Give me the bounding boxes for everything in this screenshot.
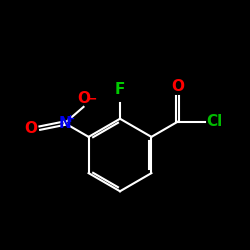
- Text: F: F: [115, 82, 125, 98]
- Text: Cl: Cl: [206, 114, 222, 130]
- Text: O: O: [24, 121, 37, 136]
- Text: N: N: [58, 116, 71, 130]
- Text: +: +: [66, 114, 75, 124]
- Text: O: O: [77, 90, 90, 106]
- Text: −: −: [86, 92, 97, 106]
- Text: O: O: [171, 80, 184, 94]
